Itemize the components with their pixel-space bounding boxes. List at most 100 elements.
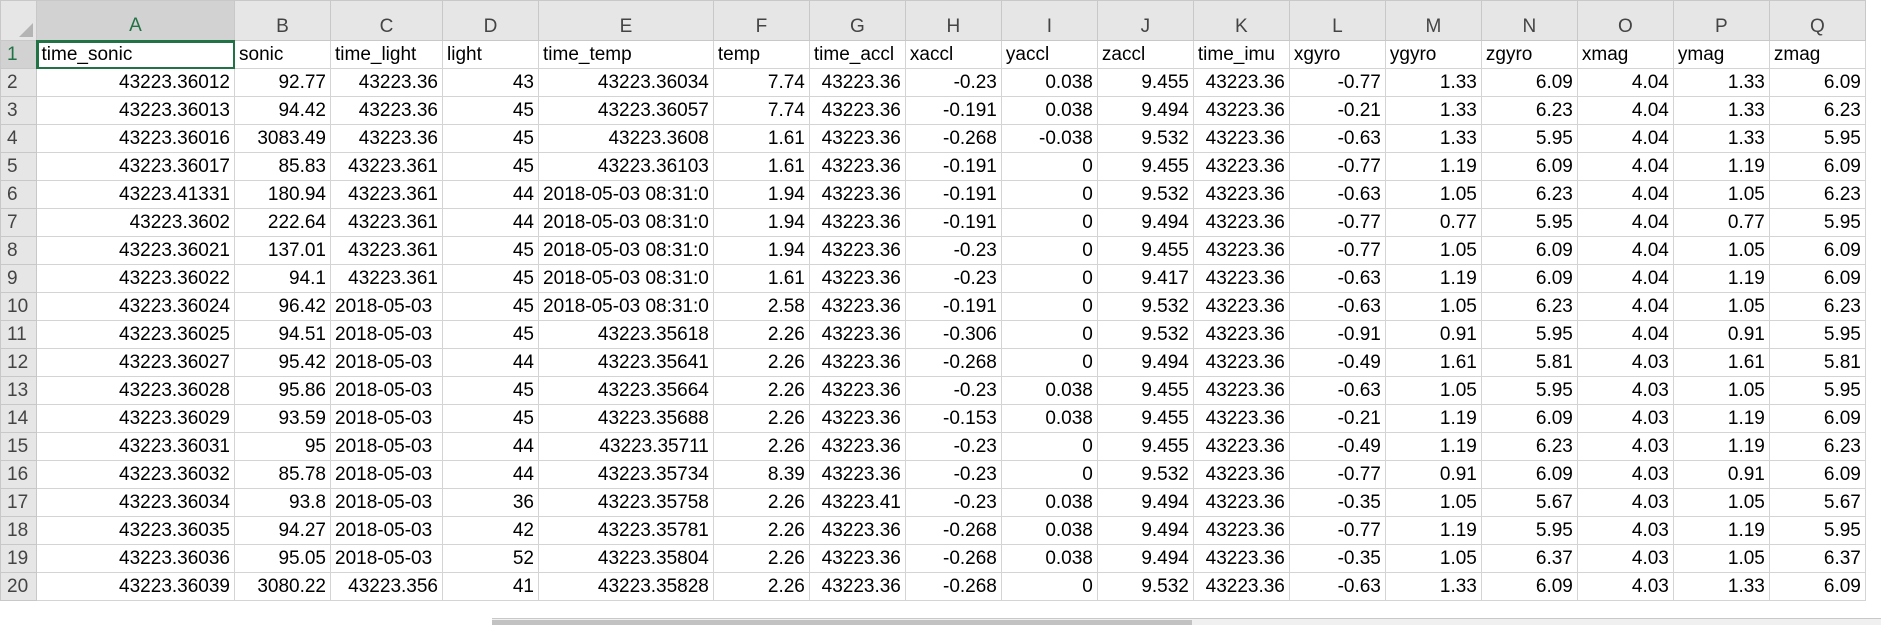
cell-p4[interactable]: 1.33 bbox=[1672, 124, 1770, 153]
column-header-k[interactable]: K bbox=[1192, 0, 1290, 41]
cell-a18[interactable]: 43223.36035 bbox=[36, 516, 235, 545]
cell-k19[interactable]: 43223.36 bbox=[1192, 544, 1290, 573]
column-header-b[interactable]: B bbox=[234, 0, 331, 41]
cell-o19[interactable]: 4.03 bbox=[1576, 544, 1674, 573]
cell-o11[interactable]: 4.04 bbox=[1576, 320, 1674, 349]
cell-g4[interactable]: 43223.36 bbox=[808, 124, 906, 153]
row-header[interactable]: 17 bbox=[0, 488, 37, 517]
cell-q4[interactable]: 5.95 bbox=[1768, 124, 1866, 153]
cell-n7[interactable]: 5.95 bbox=[1480, 208, 1578, 237]
cell-m1[interactable]: ygyro bbox=[1384, 40, 1482, 69]
cell-k14[interactable]: 43223.36 bbox=[1192, 404, 1290, 433]
cell-l3[interactable]: -0.21 bbox=[1288, 96, 1386, 125]
cell-k6[interactable]: 43223.36 bbox=[1192, 180, 1290, 209]
cell-e17[interactable]: 43223.35758 bbox=[538, 488, 714, 517]
cell-f18[interactable]: 2.26 bbox=[712, 516, 810, 545]
column-header-d[interactable]: D bbox=[442, 0, 539, 41]
cell-g2[interactable]: 43223.36 bbox=[808, 68, 906, 97]
column-header-p[interactable]: P bbox=[1672, 0, 1770, 41]
cell-f20[interactable]: 2.26 bbox=[712, 572, 810, 601]
cell-f19[interactable]: 2.26 bbox=[712, 544, 810, 573]
cell-i4[interactable]: -0.038 bbox=[1000, 124, 1098, 153]
cell-c1[interactable]: time_light bbox=[330, 40, 443, 69]
cell-i11[interactable]: 0 bbox=[1000, 320, 1098, 349]
column-header-n[interactable]: N bbox=[1480, 0, 1578, 41]
cell-p14[interactable]: 1.19 bbox=[1672, 404, 1770, 433]
cell-c13[interactable]: 2018-05-03 bbox=[330, 376, 443, 405]
cell-k7[interactable]: 43223.36 bbox=[1192, 208, 1290, 237]
cell-p6[interactable]: 1.05 bbox=[1672, 180, 1770, 209]
cell-f8[interactable]: 1.94 bbox=[712, 236, 810, 265]
cell-j1[interactable]: zaccl bbox=[1096, 40, 1194, 69]
cell-c6[interactable]: 43223.361 bbox=[330, 180, 443, 209]
cell-a14[interactable]: 43223.36029 bbox=[36, 404, 235, 433]
cell-h19[interactable]: -0.268 bbox=[904, 544, 1002, 573]
cell-l2[interactable]: -0.77 bbox=[1288, 68, 1386, 97]
cell-m8[interactable]: 1.05 bbox=[1384, 236, 1482, 265]
cell-p7[interactable]: 0.77 bbox=[1672, 208, 1770, 237]
column-header-e[interactable]: E bbox=[538, 0, 714, 41]
cell-o14[interactable]: 4.03 bbox=[1576, 404, 1674, 433]
cell-e20[interactable]: 43223.35828 bbox=[538, 572, 714, 601]
cell-i5[interactable]: 0 bbox=[1000, 152, 1098, 181]
cell-p1[interactable]: ymag bbox=[1672, 40, 1770, 69]
cell-k5[interactable]: 43223.36 bbox=[1192, 152, 1290, 181]
cell-l4[interactable]: -0.63 bbox=[1288, 124, 1386, 153]
cell-o2[interactable]: 4.04 bbox=[1576, 68, 1674, 97]
cell-c10[interactable]: 2018-05-03 bbox=[330, 292, 443, 321]
cell-c14[interactable]: 2018-05-03 bbox=[330, 404, 443, 433]
cell-b7[interactable]: 222.64 bbox=[234, 208, 331, 237]
cell-o20[interactable]: 4.03 bbox=[1576, 572, 1674, 601]
cell-c18[interactable]: 2018-05-03 bbox=[330, 516, 443, 545]
cell-n12[interactable]: 5.81 bbox=[1480, 348, 1578, 377]
cell-f16[interactable]: 8.39 bbox=[712, 460, 810, 489]
cell-b1[interactable]: sonic bbox=[234, 40, 331, 69]
cell-h8[interactable]: -0.23 bbox=[904, 236, 1002, 265]
cell-b4[interactable]: 3083.49 bbox=[234, 124, 331, 153]
cell-j7[interactable]: 9.494 bbox=[1096, 208, 1194, 237]
cell-j3[interactable]: 9.494 bbox=[1096, 96, 1194, 125]
cell-j6[interactable]: 9.532 bbox=[1096, 180, 1194, 209]
cell-j20[interactable]: 9.532 bbox=[1096, 572, 1194, 601]
cell-d3[interactable]: 45 bbox=[442, 96, 539, 125]
cell-p3[interactable]: 1.33 bbox=[1672, 96, 1770, 125]
cell-n11[interactable]: 5.95 bbox=[1480, 320, 1578, 349]
cell-l17[interactable]: -0.35 bbox=[1288, 488, 1386, 517]
cell-e12[interactable]: 43223.35641 bbox=[538, 348, 714, 377]
cell-i2[interactable]: 0.038 bbox=[1000, 68, 1098, 97]
cell-g7[interactable]: 43223.36 bbox=[808, 208, 906, 237]
cell-a20[interactable]: 43223.36039 bbox=[36, 572, 235, 601]
cell-d15[interactable]: 44 bbox=[442, 432, 539, 461]
cell-n6[interactable]: 6.23 bbox=[1480, 180, 1578, 209]
cell-a3[interactable]: 43223.36013 bbox=[36, 96, 235, 125]
horizontal-scrollbar[interactable] bbox=[492, 618, 1881, 625]
cell-q11[interactable]: 5.95 bbox=[1768, 320, 1866, 349]
cell-d7[interactable]: 44 bbox=[442, 208, 539, 237]
row-header[interactable]: 18 bbox=[0, 516, 37, 545]
cell-i18[interactable]: 0.038 bbox=[1000, 516, 1098, 545]
cell-d12[interactable]: 44 bbox=[442, 348, 539, 377]
cell-l20[interactable]: -0.63 bbox=[1288, 572, 1386, 601]
cell-j10[interactable]: 9.532 bbox=[1096, 292, 1194, 321]
cell-k11[interactable]: 43223.36 bbox=[1192, 320, 1290, 349]
cell-f17[interactable]: 2.26 bbox=[712, 488, 810, 517]
cell-n20[interactable]: 6.09 bbox=[1480, 572, 1578, 601]
cell-m15[interactable]: 1.19 bbox=[1384, 432, 1482, 461]
cell-h9[interactable]: -0.23 bbox=[904, 264, 1002, 293]
cell-j16[interactable]: 9.532 bbox=[1096, 460, 1194, 489]
cell-d1[interactable]: light bbox=[442, 40, 539, 69]
cell-o17[interactable]: 4.03 bbox=[1576, 488, 1674, 517]
cell-q10[interactable]: 6.23 bbox=[1768, 292, 1866, 321]
cell-o8[interactable]: 4.04 bbox=[1576, 236, 1674, 265]
cell-k13[interactable]: 43223.36 bbox=[1192, 376, 1290, 405]
cell-h5[interactable]: -0.191 bbox=[904, 152, 1002, 181]
cell-i13[interactable]: 0.038 bbox=[1000, 376, 1098, 405]
cell-q18[interactable]: 5.95 bbox=[1768, 516, 1866, 545]
cell-h18[interactable]: -0.268 bbox=[904, 516, 1002, 545]
cell-q15[interactable]: 6.23 bbox=[1768, 432, 1866, 461]
cell-a11[interactable]: 43223.36025 bbox=[36, 320, 235, 349]
cell-i1[interactable]: yaccl bbox=[1000, 40, 1098, 69]
cell-n1[interactable]: zgyro bbox=[1480, 40, 1578, 69]
cell-n3[interactable]: 6.23 bbox=[1480, 96, 1578, 125]
